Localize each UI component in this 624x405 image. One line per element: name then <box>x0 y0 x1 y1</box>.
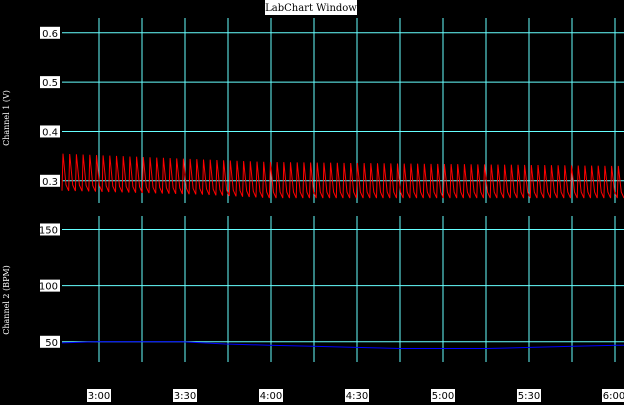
channel-2-grid <box>62 216 624 362</box>
ytick-bg <box>40 279 60 292</box>
channel-2-series <box>61 341 624 349</box>
ytick-label: 150 <box>39 225 58 236</box>
channel-2-panel: 50 100 150 Channel 2 (BPM) <box>2 216 624 362</box>
xtick-bg <box>345 389 369 402</box>
ytick-bg <box>40 174 60 187</box>
channel-2-plot-area <box>62 216 624 362</box>
xtick-bg <box>173 389 197 402</box>
channel-2-ylabel: Channel 2 (BPM) <box>2 265 11 335</box>
ytick-label: 0.6 <box>42 29 58 40</box>
channel-1-y-axis: 0.3 0.4 0.5 0.6 <box>40 26 60 188</box>
channel-1-plot-area <box>62 18 624 203</box>
xtick-bg <box>517 389 541 402</box>
xtick-bg <box>87 389 111 402</box>
ytick-label: 100 <box>39 282 58 293</box>
xtick-label: 5:30 <box>518 391 540 402</box>
xtick-label: 4:00 <box>260 391 282 402</box>
xtick-bg <box>602 389 624 402</box>
xtick-label: 3:00 <box>88 391 110 402</box>
ytick-bg <box>40 76 60 89</box>
ytick-label: 0.4 <box>42 127 58 138</box>
series-line <box>61 341 624 349</box>
channel-2-y-axis: 50 100 150 <box>39 223 60 349</box>
ytick-bg <box>40 26 60 39</box>
title-background <box>265 0 357 15</box>
xtick-bg <box>259 389 283 402</box>
window-title: LabChart Window <box>265 3 357 14</box>
xtick-label: 3:30 <box>174 391 196 402</box>
channel-1-ylabel: Channel 1 (V) <box>2 90 11 146</box>
channel-1-series <box>61 153 624 199</box>
x-axis: 3:00 3:30 4:00 4:30 5:00 5:30 6:00 <box>87 389 624 402</box>
xtick-label: 4:30 <box>346 391 368 402</box>
series-line <box>61 153 624 199</box>
xtick-label: 5:00 <box>432 391 454 402</box>
ytick-bg <box>40 223 60 236</box>
xtick-bg <box>431 389 455 402</box>
ytick-label: 0.5 <box>42 78 58 89</box>
ytick-label: 50 <box>45 338 58 349</box>
ytick-bg <box>40 335 60 348</box>
xtick-label: 6:00 <box>603 391 624 402</box>
ytick-label: 0.3 <box>42 177 58 188</box>
channel-1-panel: 0.3 0.4 0.5 0.6 Channel 1 (V) <box>2 18 624 203</box>
ytick-bg <box>40 125 60 138</box>
